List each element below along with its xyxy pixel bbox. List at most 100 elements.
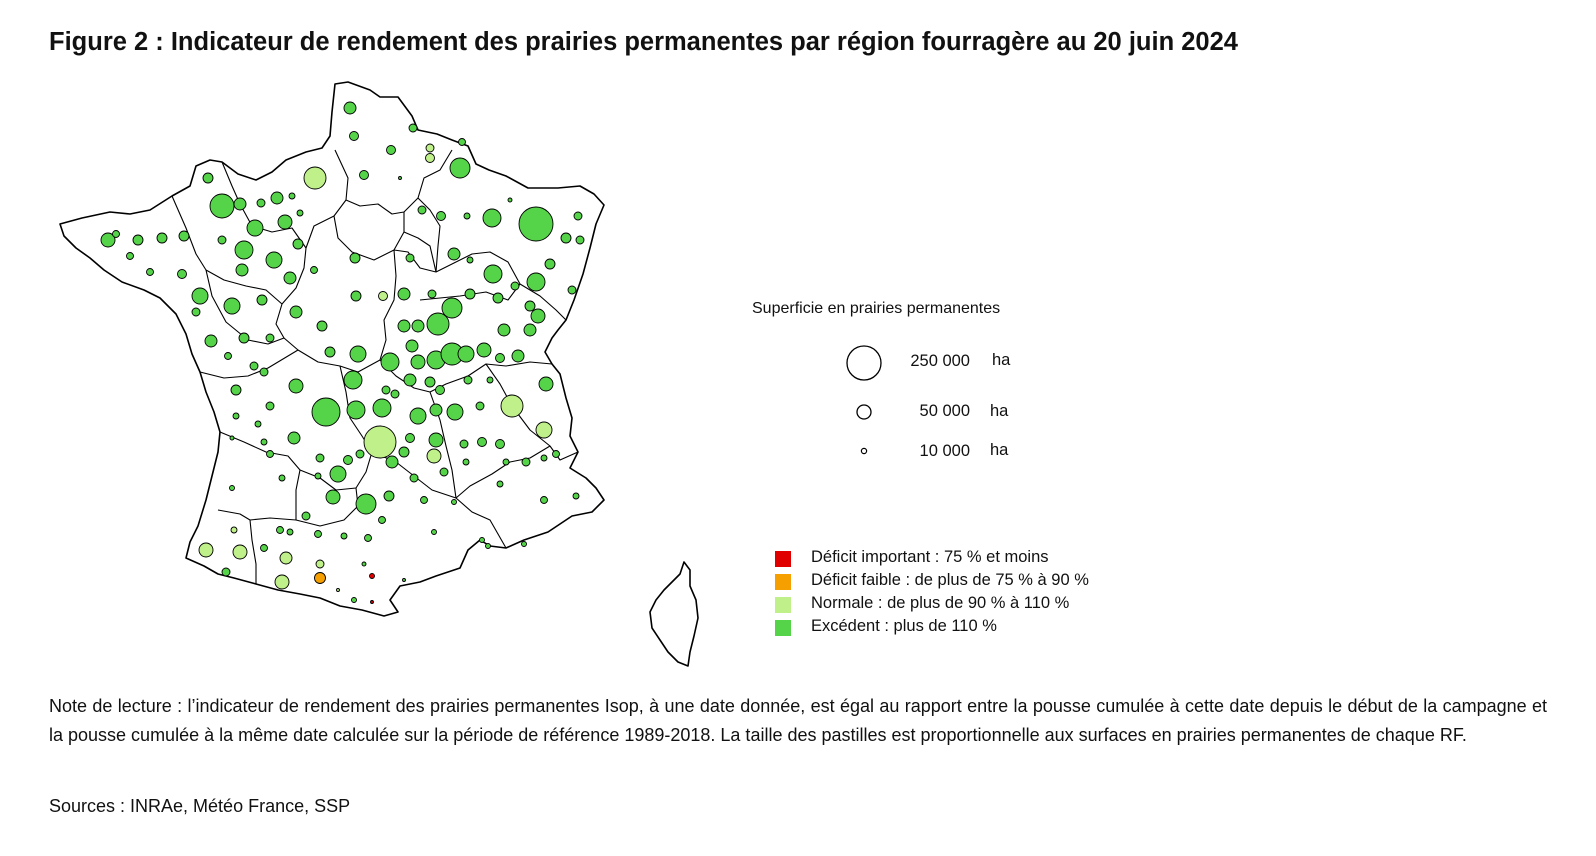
region-dot (260, 544, 268, 552)
region-dot (329, 465, 347, 483)
region-dot (462, 458, 470, 466)
region-dot (223, 297, 241, 315)
size-legend-value: 50 000 (919, 402, 970, 420)
region-dot (390, 389, 400, 399)
region-dot (463, 212, 471, 220)
region-dot (359, 170, 369, 180)
region-dot (496, 480, 504, 488)
region-dot (191, 307, 201, 317)
legend-swatch (775, 620, 791, 636)
region-dot (431, 529, 437, 535)
region-dot (209, 193, 235, 219)
region-dot (286, 528, 294, 536)
region-dot (156, 232, 168, 244)
region-dot (408, 123, 418, 133)
region-dot (217, 235, 227, 245)
region-dot (405, 339, 419, 353)
region-dot (351, 597, 357, 603)
reading-note: Note de lecture : l’indicateur de rendem… (49, 696, 1547, 745)
sources: Sources : INRAe, Météo France, SSP (49, 796, 351, 816)
region-dot (301, 511, 311, 521)
region-dot (435, 385, 445, 395)
region-dot (349, 345, 367, 363)
region-boundaries (171, 149, 579, 584)
region-dot (232, 544, 248, 560)
region-dot (349, 252, 361, 264)
region-dot (426, 448, 442, 464)
region-dot (310, 266, 318, 274)
region-dot (378, 516, 386, 524)
size-legend-title: Superficie en prairies permanentes (752, 300, 1001, 317)
region-dot (386, 145, 396, 155)
region-dot (198, 542, 214, 558)
region-dot (510, 281, 520, 291)
region-dot (126, 252, 134, 260)
size-legend-unit: ha (990, 402, 1009, 420)
region-dot (265, 251, 283, 269)
region-dot (451, 499, 457, 505)
region-dot (405, 253, 415, 263)
region-dot (314, 530, 322, 538)
region-dot (100, 232, 116, 248)
region-dot (315, 453, 325, 463)
region-dot (544, 258, 556, 270)
region-dot (178, 230, 190, 242)
region-dot (479, 537, 485, 543)
region-dot (277, 214, 293, 230)
region-dot (486, 376, 494, 384)
size-legend-item: 50 000 (880, 402, 970, 424)
size-legend-unit: ha (992, 351, 1011, 369)
region-dot (380, 352, 400, 372)
region-dot (355, 449, 365, 459)
region-dot (425, 143, 435, 153)
region-dot (530, 308, 546, 324)
region-dot (521, 457, 531, 467)
region-dot (265, 401, 275, 411)
region-dot (457, 345, 475, 363)
region-dot (466, 256, 474, 264)
region-dot (552, 450, 560, 458)
region-dot (343, 370, 363, 390)
region-dot (314, 472, 322, 480)
region-dot (292, 238, 304, 250)
region-dot (475, 401, 485, 411)
region-dot (287, 431, 301, 445)
region-dot (363, 425, 397, 459)
region-dot (476, 342, 492, 358)
region-dot (132, 234, 144, 246)
region-dot (369, 573, 375, 579)
region-dot (425, 153, 435, 163)
region-dot (540, 454, 548, 462)
region-dot (315, 559, 325, 569)
region-dot (221, 567, 231, 577)
region-dot (485, 543, 491, 549)
region-dot (459, 439, 469, 449)
size-legend-value: 250 000 (910, 352, 970, 370)
region-dot (276, 526, 284, 534)
legend-label: Excédent : plus de 110 % (811, 617, 997, 635)
region-dot (204, 334, 218, 348)
region-dot (403, 373, 417, 387)
corsica-outline (649, 561, 699, 667)
region-dots (100, 101, 585, 604)
region-dot (364, 534, 372, 542)
size-legend-item: 250 000 (880, 352, 970, 374)
legend-label: Normale : de plus de 90 % à 110 % (811, 594, 1070, 612)
region-dot (402, 578, 406, 582)
region-dot (420, 496, 428, 504)
region-dot (274, 574, 290, 590)
size-legend-value: 10 000 (919, 442, 970, 460)
region-dot (233, 197, 247, 211)
region-dot (441, 297, 463, 319)
region-dot (575, 235, 585, 245)
region-dot (464, 288, 476, 300)
region-dot (325, 489, 341, 505)
region-dot (439, 467, 449, 477)
region-dot (288, 192, 296, 200)
region-dot (535, 421, 553, 439)
region-dot (279, 551, 293, 565)
region-dot (232, 412, 240, 420)
region-dot (249, 361, 259, 371)
region-dot (266, 450, 274, 458)
size-legend-unit: ha (990, 441, 1009, 459)
